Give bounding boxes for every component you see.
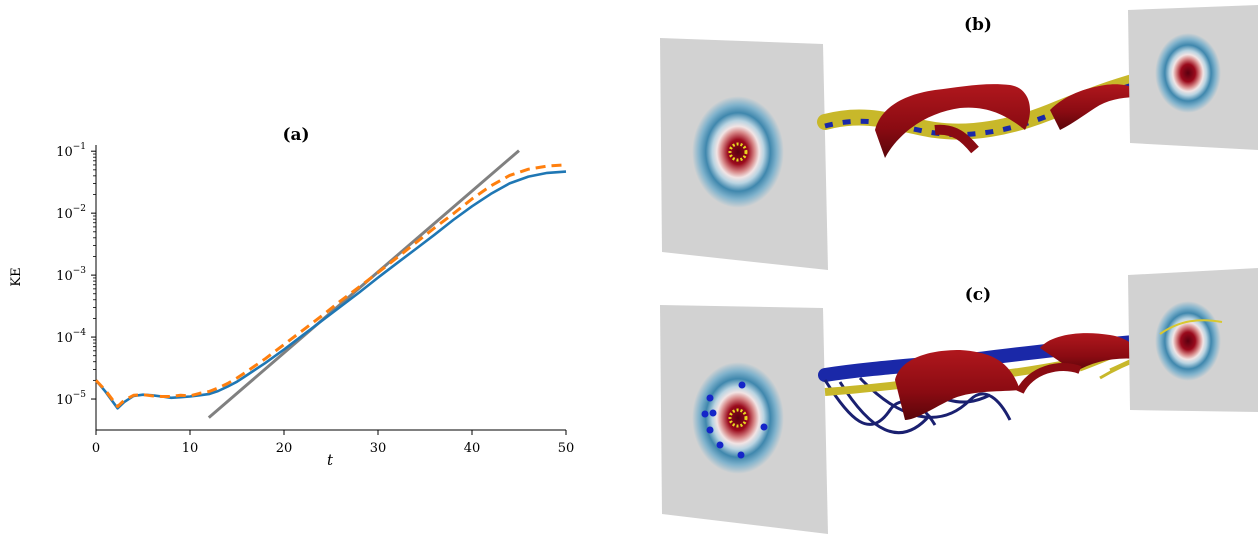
- y-tick-label: 10−1: [56, 142, 86, 160]
- panel-b-label: (b): [964, 15, 992, 35]
- left-vortex-cross-section-c: [692, 362, 784, 474]
- chart-axes: [95, 145, 566, 431]
- outer-seed-points-c: [701, 381, 768, 459]
- panel-a-label: (a): [282, 125, 309, 145]
- vortex-tube-c: [818, 316, 1221, 435]
- vortex-tube-b: [817, 64, 1183, 158]
- x-tick-label: 0: [92, 441, 100, 456]
- inner-seed-ring-c: [728, 408, 748, 428]
- chart-series: [94, 149, 567, 419]
- vortex-rendering-b: (b): [660, 5, 1258, 270]
- chart-panel-a: (a) 0 10 20 30 40 50 10−5 10−4 10−3 10−2 10−1 t KE: [9, 125, 574, 469]
- y-tick-label: 10−2: [56, 204, 86, 222]
- right-vortex-cross-section-b: [1155, 33, 1221, 113]
- x-axis-label: t: [327, 451, 334, 469]
- x-tick-label: 50: [558, 441, 575, 456]
- vortex-rendering-c: (c): [660, 268, 1258, 534]
- panel-c-label: (c): [965, 285, 991, 305]
- series-line-dashed: [94, 163, 567, 408]
- right-vortex-cross-section-c: [1155, 301, 1221, 381]
- left-vortex-cross-section-b: [692, 96, 784, 208]
- y-tick-label: 10−5: [56, 390, 86, 408]
- fit-line: [207, 149, 520, 419]
- y-tick-label: 10−3: [56, 266, 86, 284]
- x-tick-label: 40: [464, 441, 481, 456]
- x-tick-label: 10: [182, 441, 199, 456]
- series-line-solid: [95, 170, 567, 410]
- y-tick-label: 10−4: [56, 328, 86, 346]
- x-tick-label: 20: [276, 441, 293, 456]
- chart-ticks: 0 10 20 30 40 50 10−5 10−4 10−3 10−2 10−1: [56, 142, 574, 456]
- x-tick-label: 30: [370, 441, 387, 456]
- seed-ring-b: [728, 142, 748, 162]
- y-axis-label: KE: [9, 267, 24, 286]
